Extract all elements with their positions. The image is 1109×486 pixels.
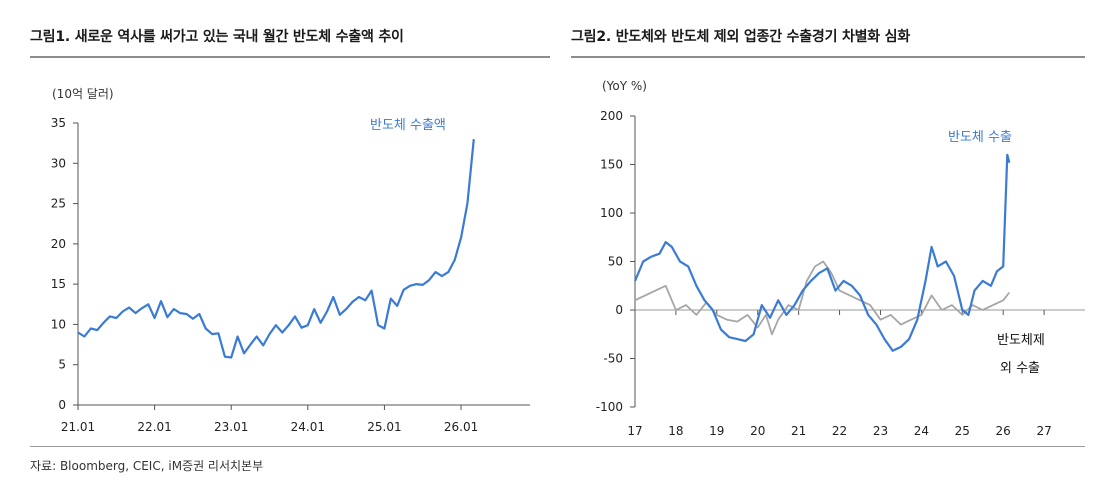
source-rule — [30, 446, 1085, 447]
right-x-tick-label: 20 — [750, 424, 765, 438]
right-y-tick-label: 0 — [615, 303, 623, 317]
right-x-tick-label: 21 — [791, 424, 806, 438]
right-y-tick-label: -100 — [596, 400, 623, 414]
left-x-tick-label: 23.01 — [214, 420, 248, 434]
right-y-tick-label: -50 — [603, 352, 623, 366]
right-x-tick-label: 22 — [832, 424, 847, 438]
left-y-tick-label: 15 — [51, 277, 66, 291]
left-y-tick-label: 10 — [51, 317, 66, 331]
right-x-tick-label: 18 — [668, 424, 683, 438]
right-x-tick-label: 25 — [955, 424, 970, 438]
left-y-tick-label: 35 — [51, 116, 66, 130]
right-series-label-semis: 반도체 수출 — [948, 130, 1012, 145]
right-y-tick-label: 150 — [600, 158, 623, 172]
right-x-tick-label: 17 — [627, 424, 642, 438]
left-series-line-semis-exports — [77, 138, 475, 359]
right-series-line-semis-exports — [633, 153, 1011, 352]
right-series-label-ex-semis-2: 외 수출 — [1000, 361, 1040, 376]
right-y-tick-label: 50 — [608, 255, 623, 269]
left-y-tick-label: 20 — [51, 237, 66, 251]
left-y-tick-label: 30 — [51, 156, 66, 170]
left-ylabel: (10억 달러) — [52, 87, 114, 101]
left-title-rule — [30, 56, 550, 58]
left-y-tick-label: 5 — [58, 358, 66, 372]
right-chart: (YoY %) -100 -50 0 50 100 150 200 17 18 19 20 21 22 2… — [596, 79, 1085, 438]
left-x-tick-label: 26.01 — [444, 420, 478, 434]
left-chart: (10억 달러) 0 5 10 15 20 25 30 35 21.01 22.01 23.01 24… — [51, 87, 530, 434]
source-note: 자료: Bloomberg, CEIC, iM증권 리서치본부 — [30, 459, 264, 473]
left-x-tick-label: 24.01 — [291, 420, 325, 434]
right-x-tick-label: 27 — [1036, 424, 1051, 438]
left-chart-title: 그림1. 새로운 역사를 써가고 있는 국내 월간 반도체 수출액 추이 — [30, 29, 404, 45]
left-x-tick-label: 22.01 — [137, 420, 171, 434]
right-y-tick-label: 200 — [600, 109, 623, 123]
right-series-label-ex-semis-1: 반도체제 — [997, 333, 1045, 348]
right-ylabel: (YoY %) — [602, 79, 647, 93]
right-title-rule — [571, 56, 1085, 58]
left-x-tick-label: 21.01 — [61, 420, 95, 434]
right-x-tick-label: 24 — [914, 424, 929, 438]
left-y-tick-label: 0 — [58, 398, 66, 412]
left-series-label: 반도체 수출액 — [370, 118, 446, 133]
left-y-tick-label: 25 — [51, 197, 66, 211]
right-x-tick-label: 23 — [873, 424, 888, 438]
right-y-tick-label: 100 — [600, 206, 623, 220]
right-x-tick-label: 26 — [996, 424, 1011, 438]
right-series-line-ex-semis-exports — [634, 260, 1011, 336]
left-x-tick-label: 25.01 — [367, 420, 401, 434]
right-chart-title: 그림2. 반도체와 반도체 제외 업종간 수출경기 차별화 심화 — [571, 29, 911, 45]
right-x-tick-label: 19 — [709, 424, 724, 438]
